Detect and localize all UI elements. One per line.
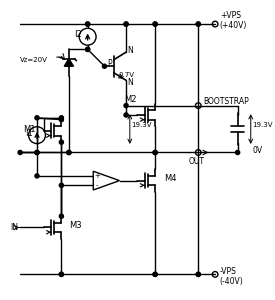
Circle shape bbox=[196, 22, 200, 26]
Circle shape bbox=[236, 150, 240, 155]
Circle shape bbox=[59, 183, 64, 188]
Circle shape bbox=[35, 116, 39, 120]
Circle shape bbox=[124, 113, 128, 117]
Text: M1: M1 bbox=[23, 124, 35, 134]
Circle shape bbox=[35, 174, 39, 178]
Circle shape bbox=[153, 272, 157, 276]
Text: 0V: 0V bbox=[253, 146, 263, 155]
Text: BOOTSTRAP: BOOTSTRAP bbox=[203, 98, 249, 106]
Circle shape bbox=[86, 47, 90, 51]
Polygon shape bbox=[64, 59, 74, 66]
Text: M3: M3 bbox=[69, 221, 81, 230]
Circle shape bbox=[124, 22, 128, 26]
Text: 19.3V: 19.3V bbox=[132, 122, 152, 128]
Text: -VPS
(-40V): -VPS (-40V) bbox=[220, 266, 244, 286]
Circle shape bbox=[35, 150, 39, 155]
Circle shape bbox=[59, 140, 64, 144]
Circle shape bbox=[153, 22, 157, 26]
Circle shape bbox=[67, 150, 71, 155]
Circle shape bbox=[67, 150, 71, 155]
Circle shape bbox=[59, 272, 64, 276]
Text: M2: M2 bbox=[125, 95, 137, 104]
Text: I1: I1 bbox=[26, 129, 33, 138]
Text: N: N bbox=[127, 78, 133, 87]
Circle shape bbox=[59, 214, 64, 218]
Text: IN: IN bbox=[10, 223, 18, 232]
Circle shape bbox=[153, 272, 157, 276]
Text: N: N bbox=[127, 46, 133, 55]
Circle shape bbox=[196, 272, 200, 276]
Text: -: - bbox=[96, 182, 98, 188]
Circle shape bbox=[103, 64, 107, 68]
Circle shape bbox=[153, 22, 157, 26]
Text: +: + bbox=[94, 173, 100, 179]
Circle shape bbox=[153, 150, 157, 155]
Circle shape bbox=[124, 103, 128, 108]
Text: P: P bbox=[107, 59, 112, 68]
Circle shape bbox=[59, 116, 64, 120]
Text: M4: M4 bbox=[164, 174, 177, 183]
Circle shape bbox=[18, 150, 22, 155]
Circle shape bbox=[86, 22, 90, 26]
Circle shape bbox=[59, 272, 64, 276]
Text: OUT: OUT bbox=[188, 158, 204, 166]
Text: Vz=20V: Vz=20V bbox=[20, 57, 48, 63]
Circle shape bbox=[196, 272, 200, 276]
Circle shape bbox=[59, 118, 64, 122]
Circle shape bbox=[196, 22, 200, 26]
Text: I2: I2 bbox=[74, 30, 82, 39]
Circle shape bbox=[124, 22, 128, 26]
Circle shape bbox=[35, 150, 39, 155]
Circle shape bbox=[86, 47, 90, 51]
Circle shape bbox=[153, 150, 157, 155]
Text: +VPS
(+40V): +VPS (+40V) bbox=[220, 11, 247, 30]
Circle shape bbox=[86, 22, 90, 26]
Text: 19.3V: 19.3V bbox=[253, 122, 273, 128]
Text: 0.7V: 0.7V bbox=[119, 72, 134, 78]
